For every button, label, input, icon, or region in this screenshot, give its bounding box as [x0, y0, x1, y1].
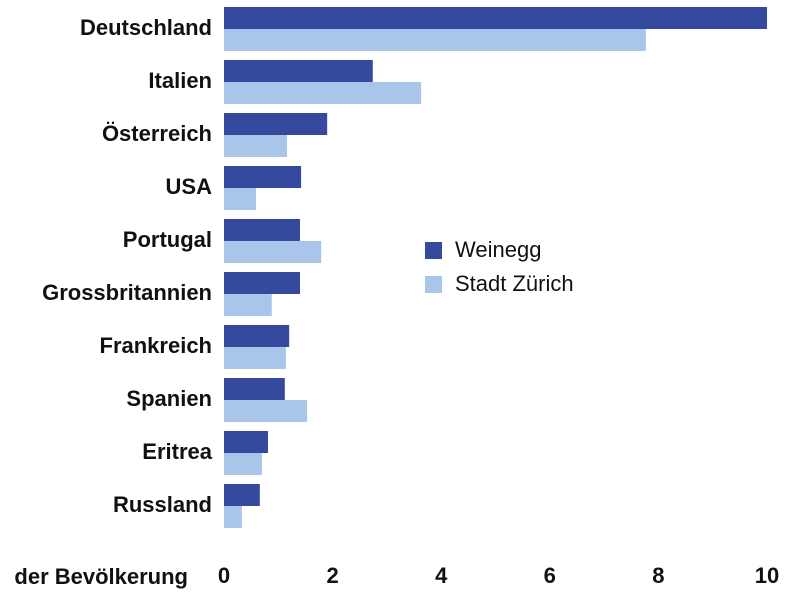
- bar: [224, 294, 272, 316]
- bar: [224, 60, 373, 82]
- legend-swatch: [425, 242, 442, 259]
- bar: [224, 166, 302, 188]
- bar: [224, 188, 257, 210]
- bar: [224, 484, 260, 506]
- bar: [224, 506, 242, 528]
- bar: [224, 431, 268, 453]
- y-tick-label: Italien: [148, 68, 212, 93]
- y-tick-label: Spanien: [126, 386, 212, 411]
- x-tick-label: 6: [544, 563, 556, 588]
- y-tick-label: Deutschland: [80, 15, 212, 40]
- x-tick-label: 10: [755, 563, 779, 588]
- y-tick-label: Grossbritannien: [42, 280, 212, 305]
- x-tick-label: 2: [326, 563, 338, 588]
- y-tick-label: USA: [166, 174, 213, 199]
- bar: [224, 347, 286, 369]
- x-tick-label: 0: [218, 563, 230, 588]
- bar: [224, 272, 301, 294]
- y-tick-label: Eritrea: [142, 439, 212, 464]
- bar: [224, 29, 646, 51]
- y-tick-label: Österreich: [102, 121, 212, 146]
- bar: [224, 219, 301, 241]
- bar: [224, 135, 287, 157]
- legend-label: Stadt Zürich: [455, 271, 574, 296]
- bar: [224, 82, 422, 104]
- bar: [224, 7, 767, 29]
- y-tick-label: Russland: [113, 492, 212, 517]
- bar: [224, 325, 290, 347]
- bar: [224, 400, 308, 422]
- bar: [224, 453, 263, 475]
- bar: [224, 378, 285, 400]
- y-tick-label: Portugal: [123, 227, 212, 252]
- bar: [224, 113, 328, 135]
- bar: [224, 241, 322, 263]
- x-axis-label: der Bevölkerung: [14, 564, 188, 589]
- legend-label: Weinegg: [455, 237, 541, 262]
- legend-swatch: [425, 276, 442, 293]
- x-tick-label: 4: [435, 563, 448, 588]
- x-tick-label: 8: [652, 563, 664, 588]
- y-tick-label: Frankreich: [100, 333, 213, 358]
